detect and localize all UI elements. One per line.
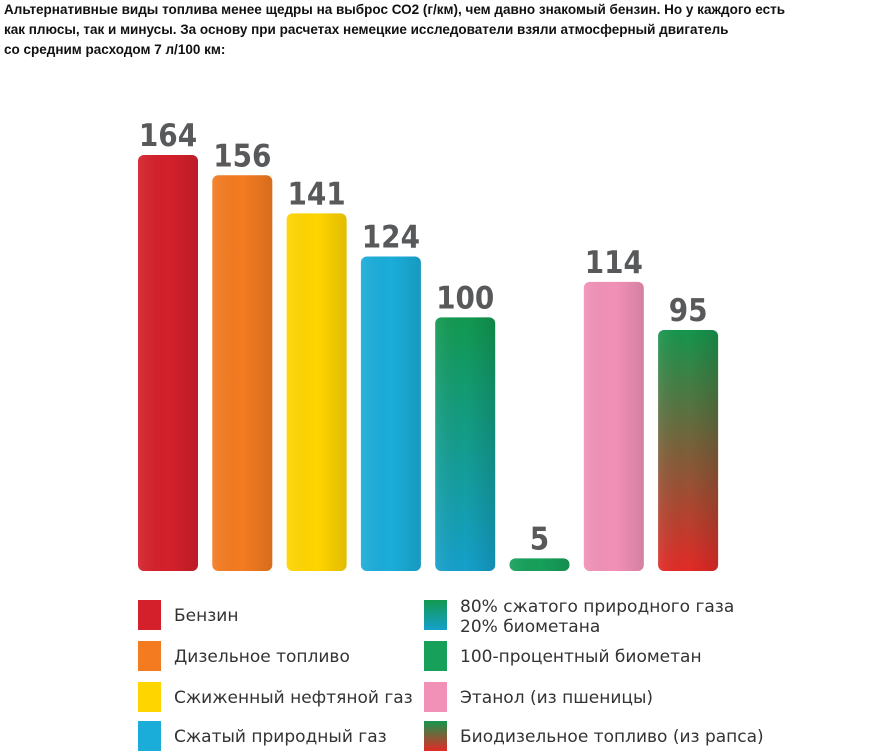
legend-swatch xyxy=(424,600,447,630)
bar-сжиженный-нефтяной-газ-shade xyxy=(286,213,347,571)
legend-item-биодизельное-топливо-из-рапса: Биодизельное топливо (из рапса) xyxy=(424,721,764,751)
legend-swatch xyxy=(138,721,161,751)
legend-label: 80% сжатого природного газа xyxy=(460,597,734,617)
legend-label: 20% биометана xyxy=(460,617,600,637)
bar-этанол-из-пшеницы-shade xyxy=(583,281,644,571)
legend-swatch xyxy=(138,641,161,671)
bar-биодизельное-топливо-из-рапса-shade xyxy=(658,330,719,571)
legend-label: 100-процентный биометан xyxy=(460,647,702,667)
legend-item-этанол-из-пшеницы: Этанол (из пшеницы) xyxy=(424,682,653,712)
legend-label: Сжиженный нефтяной газ xyxy=(174,688,413,708)
bar-сжатый-природный-газ-shade xyxy=(360,256,421,571)
value-label-дизельное-топливо: 156 xyxy=(213,138,271,174)
legend-swatch xyxy=(424,721,447,751)
legend-swatch xyxy=(424,641,447,671)
legend-label: Этанол (из пшеницы) xyxy=(460,688,653,708)
value-label-100-процентный-биометан: 5 xyxy=(530,521,549,557)
legend-label: Сжатый природный газ xyxy=(174,727,387,747)
intro-text: Альтернативные виды топлива менее щедры … xyxy=(4,0,864,60)
bars-group xyxy=(138,155,719,572)
legend-swatch xyxy=(424,682,447,712)
value-labels-group: 164 156 141 124 100 5 114 95 xyxy=(139,118,708,557)
legend-item-сжатый-природный-газ: Сжатый природный газ xyxy=(138,721,387,751)
legend-item-сжиженный-нефтяной-газ: Сжиженный нефтяной газ xyxy=(138,682,413,712)
legend-label: Биодизельное топливо (из рапса) xyxy=(460,727,764,747)
value-label-этанол-из-пшеницы: 114 xyxy=(585,245,643,281)
value-label-сжатый-природный-газ: 124 xyxy=(362,219,420,255)
legend-label: Дизельное топливо xyxy=(174,647,350,667)
bar-80-сжатого-природного-газа-20-биометана-shade xyxy=(435,317,496,571)
legend-swatch xyxy=(138,682,161,712)
intro-line: Альтернативные виды топлива менее щедры … xyxy=(4,2,786,17)
legend: Бензин Дизельное топливо Сжиженный нефтяно… xyxy=(138,597,764,751)
legend-item-дизельное-топливо: Дизельное топливо xyxy=(138,641,350,671)
value-label-бензин: 164 xyxy=(139,118,197,154)
legend-label: Бензин xyxy=(174,606,238,626)
bar-100-процентный-биометан-shade xyxy=(509,558,570,571)
value-label-80-сжатого-природного-газа-20-биометана: 100 xyxy=(436,280,494,316)
value-label-сжиженный-нефтяной-газ: 141 xyxy=(287,176,345,212)
legend-item-100-процентный-биометан: 100-процентный биометан xyxy=(424,641,702,671)
legend-item-бензин: Бензин xyxy=(138,600,238,630)
bar-бензин-shade xyxy=(138,155,198,571)
legend-swatch xyxy=(138,600,161,630)
value-label-биодизельное-топливо-из-рапса: 95 xyxy=(669,293,708,329)
intro-line: со средним расходом 7 л/100 км: xyxy=(4,42,226,57)
bar-дизельное-топливо-shade xyxy=(212,175,273,572)
intro-line: как плюсы, так и минусы. За основу при р… xyxy=(4,22,729,37)
